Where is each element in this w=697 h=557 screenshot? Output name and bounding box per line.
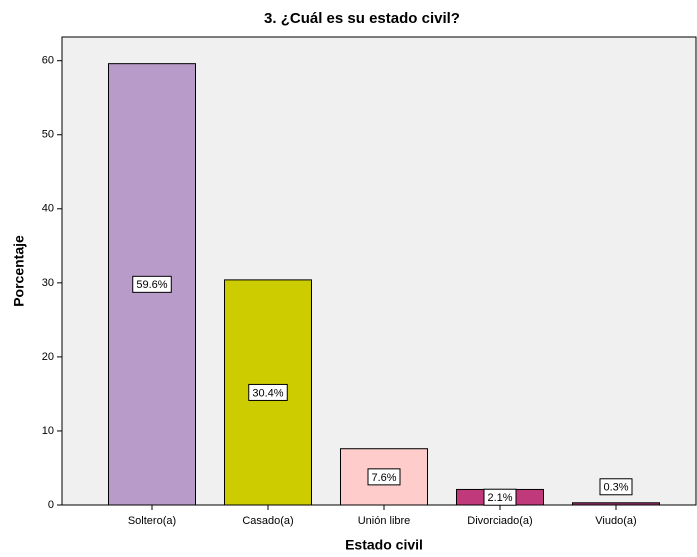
y-axis-title: Porcentaje [11,235,27,307]
value-label-box [483,488,517,506]
y-tick-label: 60 [42,55,54,67]
x-tick-label: Casado(a) [242,515,293,527]
y-tick-label: 20 [42,351,54,363]
x-tick-label: Divorciado(a) [467,515,532,527]
y-tick-label: 0 [48,499,54,511]
bar [572,502,660,506]
value-label: 59.6% [136,279,167,291]
y-tick-label: 40 [42,203,54,215]
chart-title: 3. ¿Cuál es su estado civil? [264,10,460,27]
value-label: 7.6% [371,472,396,484]
x-tick-label: Soltero(a) [128,515,176,527]
x-tick-label: Unión libre [358,515,411,527]
value-label: 2.1% [487,492,512,504]
value-label: 30.4% [252,387,283,399]
value-label-box [248,383,288,401]
y-tick-label: 50 [42,129,54,141]
x-tick-label: Viudo(a) [595,515,636,527]
value-label-box [367,468,401,486]
value-label: 0.3% [603,482,628,494]
y-tick-label: 10 [42,425,54,437]
x-axis-title: Estado civil [345,537,423,553]
value-label-box [132,275,172,293]
value-label-box [599,478,633,496]
bar [224,279,312,506]
y-tick-label: 30 [42,277,54,289]
